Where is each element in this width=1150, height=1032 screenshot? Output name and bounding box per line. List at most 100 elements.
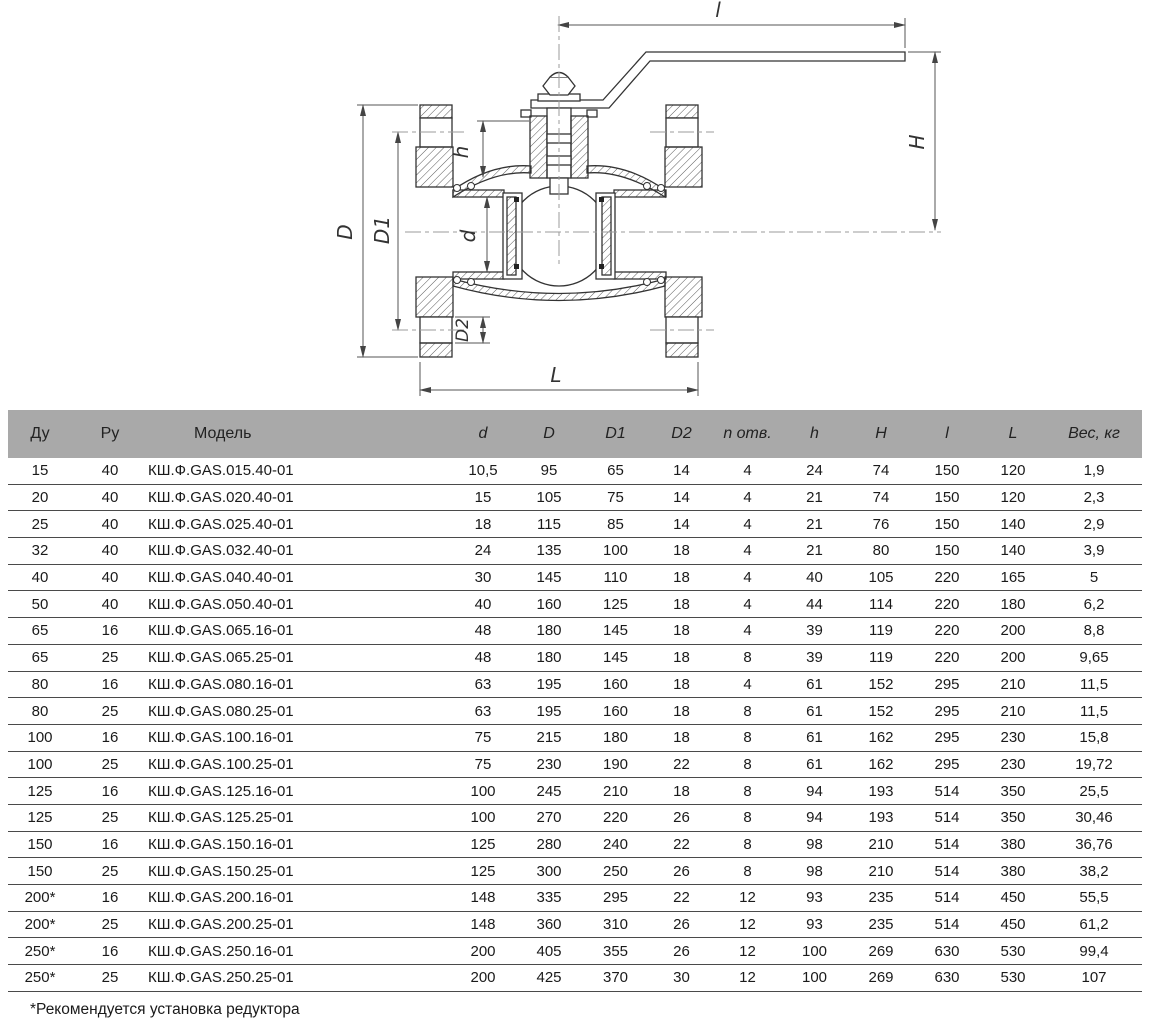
column-header: Ду [8, 410, 72, 458]
table-cell: 295 [914, 671, 980, 699]
table-row: 150 25 КШ.Ф.GAS.150.25-01 125 300 250 26 8 98 210… [8, 857, 1142, 885]
table-cell: 250* [8, 964, 72, 992]
table-cell: 15 [8, 458, 72, 485]
table-cell: 160 [516, 590, 582, 619]
table-cell: 74 [848, 484, 914, 512]
table-cell: 119 [848, 644, 914, 672]
table-cell: 162 [848, 724, 914, 752]
table-cell: 514 [914, 804, 980, 832]
table-cell: 18 [649, 671, 714, 699]
table-cell: 61 [781, 724, 848, 752]
table-cell: 190 [582, 751, 649, 779]
table-cell: 15,8 [1046, 724, 1142, 752]
table-cell: 630 [914, 964, 980, 992]
table-cell: 210 [582, 777, 649, 805]
table-cell: 39 [781, 617, 848, 645]
table-cell: 360 [516, 911, 582, 939]
table-cell: 105 [848, 564, 914, 592]
table-cell: 210 [980, 671, 1046, 699]
table-cell: 514 [914, 831, 980, 859]
table-row: 250* 25 КШ.Ф.GAS.250.25-01 200 425 370 30 12 100… [8, 964, 1142, 992]
dim-label-D2: D2 [453, 318, 473, 342]
table-cell: 14 [649, 458, 714, 485]
table-cell: 220 [914, 644, 980, 672]
table-cell: 530 [980, 937, 1046, 966]
table-cell: 165 [980, 564, 1046, 592]
table-cell: 210 [848, 831, 914, 859]
table-cell: 200* [8, 911, 72, 939]
table-cell: 16 [72, 671, 148, 699]
table-cell: 110 [582, 564, 649, 592]
table-cell: 530 [980, 964, 1046, 992]
table-cell: 15 [450, 484, 516, 512]
table-cell: 100 [8, 751, 72, 779]
table-cell: 6,2 [1046, 590, 1142, 619]
table-cell: КШ.Ф.GAS.200.16-01 [148, 884, 450, 912]
table-cell: 16 [72, 884, 148, 912]
table-cell: 16 [72, 831, 148, 859]
dimension-lines [357, 18, 941, 396]
table-cell: 269 [848, 937, 914, 966]
table-cell: 450 [980, 911, 1046, 939]
table-cell: 220 [914, 564, 980, 592]
dim-label-d: d [456, 229, 480, 242]
table-cell: 40 [72, 510, 148, 539]
table-cell: 2,9 [1046, 510, 1142, 539]
column-header: D [516, 410, 582, 458]
table-cell: 120 [980, 484, 1046, 512]
table-row: 200* 16 КШ.Ф.GAS.200.16-01 148 335 295 22 12 93 2… [8, 884, 1142, 912]
table-row: 65 16 КШ.Ф.GAS.065.16-01 48 180 145 18 4 39 119 22… [8, 617, 1142, 645]
table-cell: 16 [72, 937, 148, 966]
table-cell: 450 [980, 884, 1046, 912]
column-header: D2 [649, 410, 714, 458]
table-cell: 30,46 [1046, 804, 1142, 832]
table-cell: 335 [516, 884, 582, 912]
table-cell: 405 [516, 937, 582, 966]
table-cell: 220 [914, 617, 980, 645]
table-cell: 95 [516, 458, 582, 485]
table-cell: КШ.Ф.GAS.065.16-01 [148, 617, 450, 645]
table-cell: 98 [781, 831, 848, 859]
table-cell: 32 [8, 537, 72, 565]
dimension-labels: l H h D D1 d D2 L [333, 0, 929, 387]
table-cell: 193 [848, 804, 914, 832]
table-cell: 21 [781, 510, 848, 539]
table-row: 40 40 КШ.Ф.GAS.040.40-01 30 145 110 18 4 40 105 22… [8, 564, 1142, 592]
table-cell: 4 [714, 537, 781, 565]
table-cell: 85 [582, 510, 649, 539]
table-cell: 26 [649, 804, 714, 832]
weld-dots [453, 182, 665, 286]
table-cell: 100 [781, 937, 848, 966]
table-cell: 425 [516, 964, 582, 992]
column-header: d [450, 410, 516, 458]
table-row: 80 25 КШ.Ф.GAS.080.25-01 63 195 160 18 8 61 152 29… [8, 697, 1142, 725]
table-cell: 40 [72, 458, 148, 485]
table-cell: 75 [450, 751, 516, 779]
table-cell: 100 [8, 724, 72, 752]
table-cell: 44 [781, 590, 848, 619]
table-cell: 40 [450, 590, 516, 619]
table-cell: 22 [649, 831, 714, 859]
table-cell: 50 [8, 590, 72, 619]
table-row: 250* 16 КШ.Ф.GAS.250.16-01 200 405 355 26 12 100… [8, 937, 1142, 966]
table-cell: 4 [714, 617, 781, 645]
table-cell: 195 [516, 671, 582, 699]
table-cell: 125 [582, 590, 649, 619]
dim-label-H: H [905, 134, 929, 149]
table-row: 100 16 КШ.Ф.GAS.100.16-01 75 215 180 18 8 61 162 2… [8, 724, 1142, 752]
table-cell: КШ.Ф.GAS.080.16-01 [148, 671, 450, 699]
table-cell: 61,2 [1046, 911, 1142, 939]
table-cell: КШ.Ф.GAS.250.16-01 [148, 937, 450, 966]
table-cell: 8 [714, 804, 781, 832]
table-row: 15 40 КШ.Ф.GAS.015.40-01 10,5 95 65 14 4 24 74 150… [8, 458, 1142, 485]
table-cell: 26 [649, 937, 714, 966]
table-cell: 16 [72, 617, 148, 645]
table-cell: КШ.Ф.GAS.032.40-01 [148, 537, 450, 565]
table-cell: 107 [1046, 964, 1142, 992]
table-cell: 200 [450, 964, 516, 992]
column-header: Модель [148, 410, 450, 458]
table-cell: 150 [914, 458, 980, 485]
table-row: 50 40 КШ.Ф.GAS.050.40-01 40 160 125 18 4 44 114 22… [8, 590, 1142, 619]
table-cell: 200 [980, 617, 1046, 645]
table-cell: 370 [582, 964, 649, 992]
